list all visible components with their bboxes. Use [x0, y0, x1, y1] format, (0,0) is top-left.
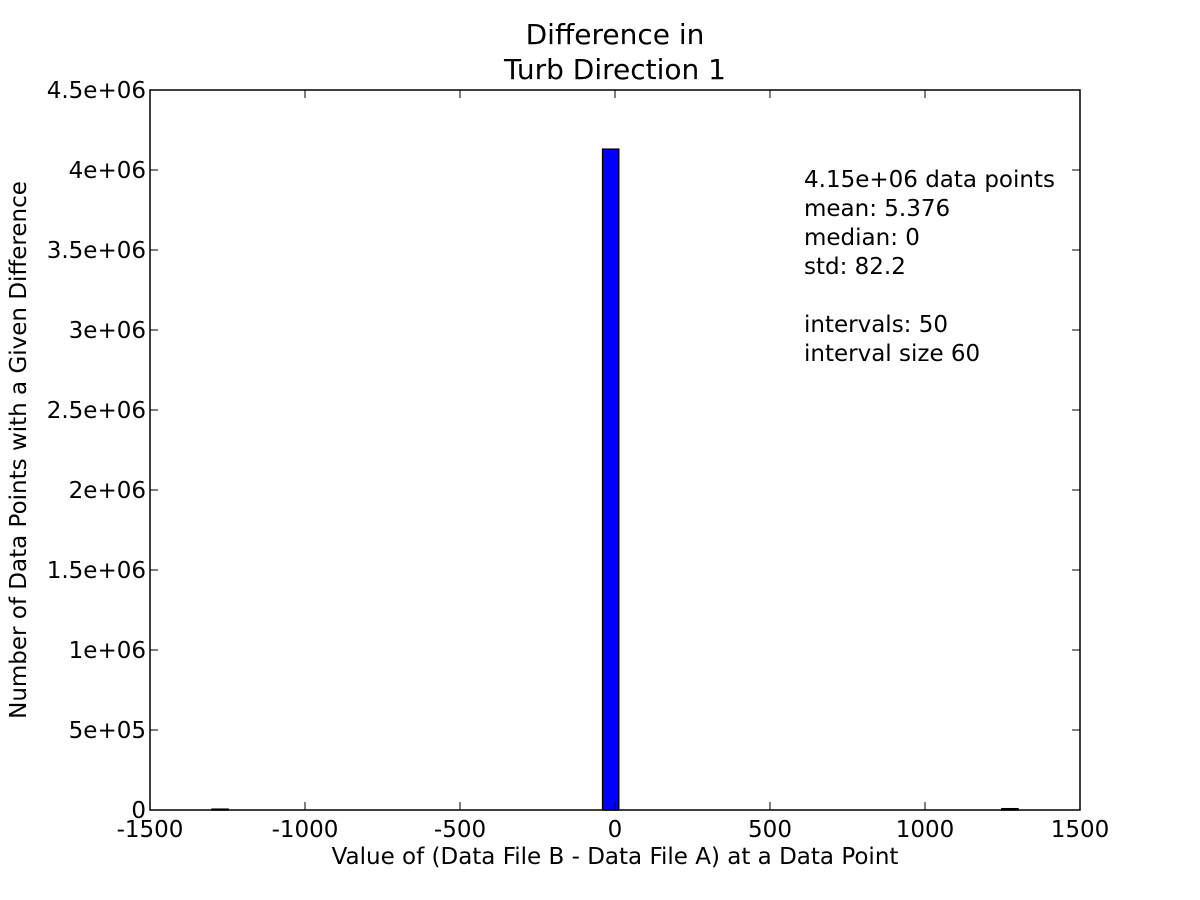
y-tick-label: 3.5e+06 [47, 238, 146, 264]
chart-title-line-2: Turb Direction 1 [503, 53, 726, 86]
stats-line: intervals: 50 [804, 312, 948, 338]
x-tick-label: 0 [608, 817, 623, 843]
x-axis-label: Value of (Data File B - Data File A) at … [332, 844, 899, 870]
y-tick-label: 1.5e+06 [47, 558, 146, 584]
y-tick-label: 4.5e+06 [47, 78, 146, 104]
stats-line: median: 0 [804, 225, 920, 251]
stats-annotation: 4.15e+06 data points mean: 5.376 median: 0… [804, 167, 1055, 367]
y-axis-label: Number of Data Points with a Given Diffe… [6, 181, 32, 719]
histogram-bar [601, 148, 620, 811]
x-tick-label: 1500 [1051, 817, 1110, 843]
x-tick-label: -1500 [117, 817, 184, 843]
stats-line: mean: 5.376 [804, 196, 950, 222]
x-tick-label: 500 [748, 817, 792, 843]
y-tick-label: 2.5e+06 [47, 398, 146, 424]
stats-line: 4.15e+06 data points [804, 167, 1055, 193]
stats-line: std: 82.2 [804, 254, 906, 280]
stats-line: interval size 60 [804, 341, 980, 367]
x-axis-ticks: -1500 -1000 -500 0 500 1000 1500 [117, 90, 1110, 843]
y-tick-label: 1e+06 [69, 638, 146, 664]
y-tick-label: 4e+06 [69, 158, 146, 184]
y-tick-label: 5e+05 [69, 718, 146, 744]
y-tick-label: 3e+06 [69, 318, 146, 344]
chart-title-line-1: Difference in [526, 18, 705, 51]
x-tick-label: 1000 [896, 817, 955, 843]
x-tick-label: -500 [434, 817, 486, 843]
y-tick-label: 2e+06 [69, 478, 146, 504]
x-tick-label: -1000 [272, 817, 339, 843]
y-axis-ticks: 0 5e+05 1e+06 1.5e+06 2e+06 2.5e+06 3e+06 3.5e+… [47, 78, 1080, 824]
y-tick-label: 0 [131, 798, 146, 824]
